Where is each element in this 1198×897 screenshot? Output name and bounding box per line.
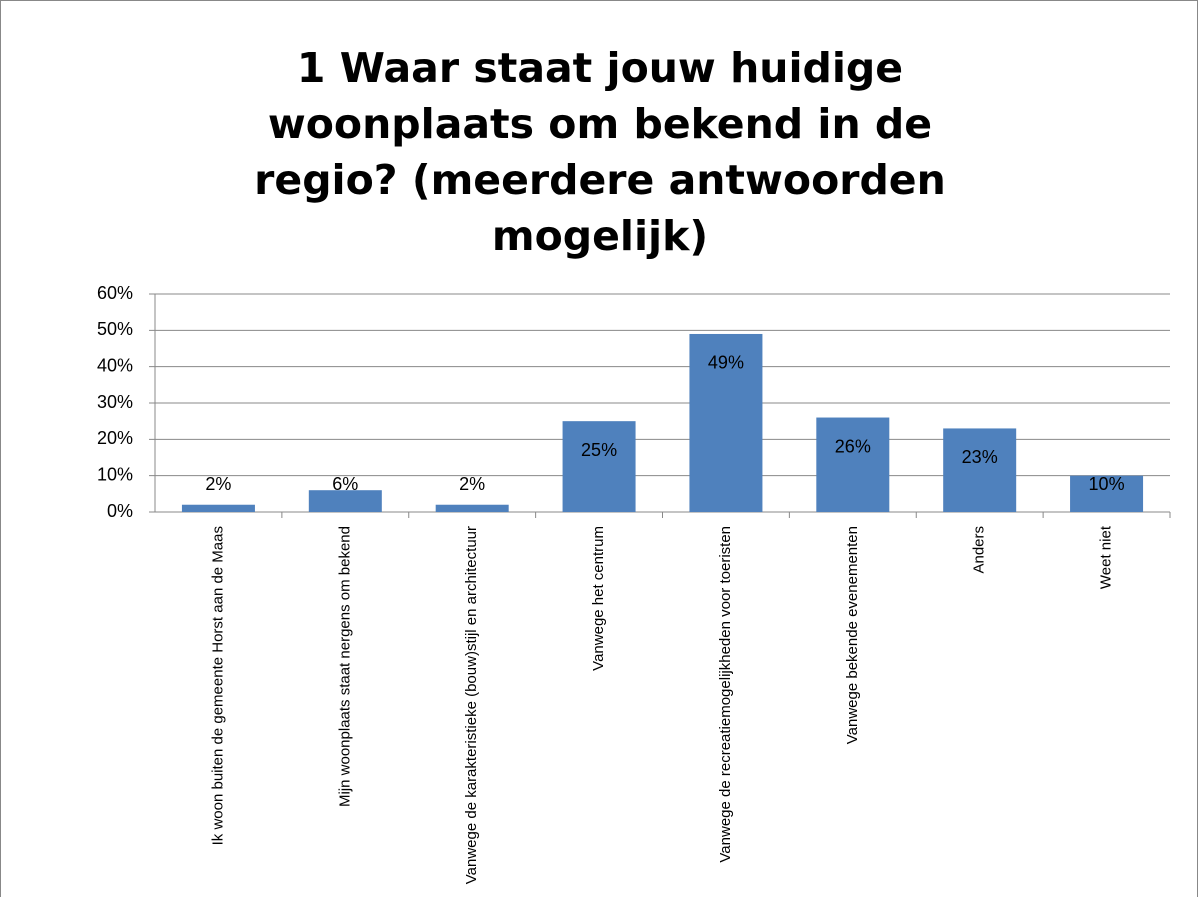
bar — [689, 333, 763, 512]
chart-title: 1 Waar staat jouw huidige woonplaats om … — [254, 44, 946, 260]
y-tick-label: 50% — [97, 319, 133, 339]
x-tick-label: Vanwege bekende evenementen — [844, 526, 861, 744]
data-label: 2% — [205, 474, 231, 494]
bar — [308, 490, 382, 512]
data-label: 10% — [1089, 474, 1125, 494]
data-label: 23% — [962, 447, 998, 467]
bar — [435, 504, 509, 512]
x-tick-label: Mijn woonplaats staat nergens om bekend — [336, 526, 353, 807]
y-tick-label: 30% — [97, 392, 133, 412]
y-tick-label: 10% — [97, 464, 133, 484]
y-tick-label: 20% — [97, 428, 133, 448]
bar — [943, 428, 1017, 512]
bar — [816, 417, 890, 512]
y-tick-label: 0% — [107, 501, 133, 521]
bar — [181, 504, 255, 512]
x-tick-label: Ik woon buiten de gemeente Horst aan de … — [209, 526, 226, 845]
y-tick-label: 60% — [97, 283, 133, 303]
data-label: 49% — [708, 353, 744, 373]
data-label: 2% — [459, 474, 485, 494]
x-tick-label: Vanwege de karakteristieke (bouw)stijl e… — [463, 526, 480, 884]
data-label: 25% — [581, 440, 617, 460]
data-label: 26% — [835, 436, 871, 456]
x-tick-label: Vanwege het centrum — [590, 526, 607, 671]
y-tick-label: 40% — [97, 355, 133, 375]
bar — [1070, 475, 1144, 512]
data-label: 6% — [332, 474, 358, 494]
x-tick-label: Weet niet — [1098, 525, 1115, 589]
x-tick-label: Vanwege de recreatiemogelijkheden voor t… — [717, 526, 734, 863]
bar — [562, 421, 636, 512]
x-tick-label: Anders — [971, 526, 988, 574]
